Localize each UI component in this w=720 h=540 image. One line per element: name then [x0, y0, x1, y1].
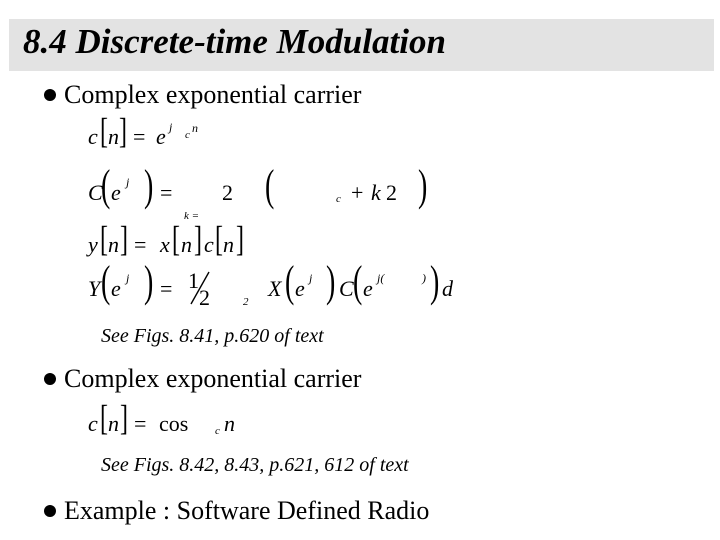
eq5-c: c — [88, 411, 98, 436]
eq4-Y: Y — [88, 276, 101, 301]
reference-2: See Figs. 8.42, 8.43, p.621, 612 of text — [101, 454, 409, 476]
eq4-e3: e — [363, 276, 373, 301]
eq4-c-paren-close: ) — [430, 257, 440, 307]
eq4-sup-close: ) — [422, 271, 426, 285]
reference-1: See Figs. 8.41, p.620 of text — [101, 325, 324, 347]
eq3-c: c — [204, 232, 214, 257]
bullet-dot-icon — [44, 373, 56, 386]
eq4-one: 1 — [188, 268, 199, 293]
eq3-equals: = — [134, 232, 147, 257]
eq2-delta-paren-open: ( — [265, 161, 275, 211]
eq4-e2: e — [295, 276, 305, 301]
title-bar: 8.4 Discrete-time Modulation — [9, 19, 714, 71]
eq2-two-second: 2 — [386, 180, 397, 205]
eq2-equals: = — [160, 180, 173, 205]
slide-title: 8.4 Discrete-time Modulation — [23, 22, 446, 61]
eq4-X: X — [268, 276, 282, 301]
eq4-integral-limit: 2 — [243, 296, 249, 308]
eq3-bracket-1-close: ] — [120, 220, 128, 260]
eq5-equals: = — [134, 411, 147, 436]
eq3-x: x — [160, 232, 170, 257]
eq3-n-1: n — [108, 232, 119, 257]
eq2-C: C — [88, 180, 103, 205]
eq1-e: e — [156, 124, 166, 149]
eq4-paren-open: ( — [101, 257, 111, 307]
eq3-y: y — [88, 232, 98, 257]
eq4-e: e — [111, 276, 121, 301]
bullet-2: Complex exponential carrier — [44, 364, 361, 394]
eq4-paren-close: ) — [144, 257, 154, 307]
eq2-e: e — [111, 180, 121, 205]
eq3-bracket-2-close: ] — [194, 220, 202, 260]
eq2-k: k — [371, 180, 381, 205]
eq1-bracket-open: [ — [100, 112, 108, 152]
eq1-equals: = — [133, 124, 146, 149]
eq3-n-2: n — [181, 232, 192, 257]
eq3-bracket-3-close: ] — [236, 220, 244, 260]
eq5-bracket-open: [ — [100, 399, 108, 439]
eq1-sup-n: n — [192, 121, 198, 135]
bullet-1-text: Complex exponential carrier — [64, 80, 362, 109]
eq4-x-paren-open: ( — [285, 257, 295, 307]
eq3-bracket-1-open: [ — [100, 220, 108, 260]
bullet-dot-icon — [44, 89, 56, 102]
eq4-equals: = — [160, 276, 173, 301]
bullet-dot-icon — [44, 505, 56, 518]
eq4-sup-j3: j( — [377, 271, 385, 285]
eq1-bracket-close: ] — [119, 112, 127, 152]
bullet-1: Complex exponential carrier — [44, 80, 361, 110]
eq1-n: n — [108, 124, 119, 149]
eq3-bracket-2-open: [ — [172, 220, 180, 260]
eq2-plus: + — [351, 180, 364, 205]
eq5-n2: n — [224, 411, 235, 436]
eq1-sup-c: c — [185, 129, 190, 141]
eq4-sup-j2: j — [309, 271, 313, 285]
eq2-paren-open: ( — [101, 161, 111, 211]
eq5-n: n — [108, 411, 119, 436]
eq2-paren-close: ) — [144, 161, 154, 211]
bullet-3-text: Example : Software Defined Radio — [64, 496, 430, 525]
eq4-x-paren-close: ) — [326, 257, 336, 307]
bullet-3: Example : Software Defined Radio — [44, 496, 429, 526]
eq3-n-3: n — [223, 232, 234, 257]
bullet-2-text: Complex exponential carrier — [64, 364, 362, 393]
eq4-fraction-slash — [190, 271, 210, 305]
eq1-c: c — [88, 124, 98, 149]
eq5-bracket-close: ] — [120, 399, 128, 439]
eq2-sum-lower-limit: k = — [184, 210, 200, 222]
eq2-two: 2 — [222, 180, 233, 205]
eq3-bracket-3-open: [ — [215, 220, 223, 260]
eq1-sup-j: j — [169, 120, 173, 134]
eq4-C: C — [339, 276, 354, 301]
eq5-sub-c: c — [215, 425, 220, 437]
eq4-d: d — [442, 276, 453, 301]
eq4-sup-j: j — [126, 271, 130, 285]
eq2-sub-c: c — [336, 193, 341, 205]
eq4-c-paren-open: ( — [353, 257, 363, 307]
eq2-delta-paren-close: ) — [418, 161, 428, 211]
eq5-cos: cos — [159, 411, 189, 436]
eq2-sup-j: j — [126, 175, 130, 189]
eq4-two: 2 — [199, 285, 210, 310]
